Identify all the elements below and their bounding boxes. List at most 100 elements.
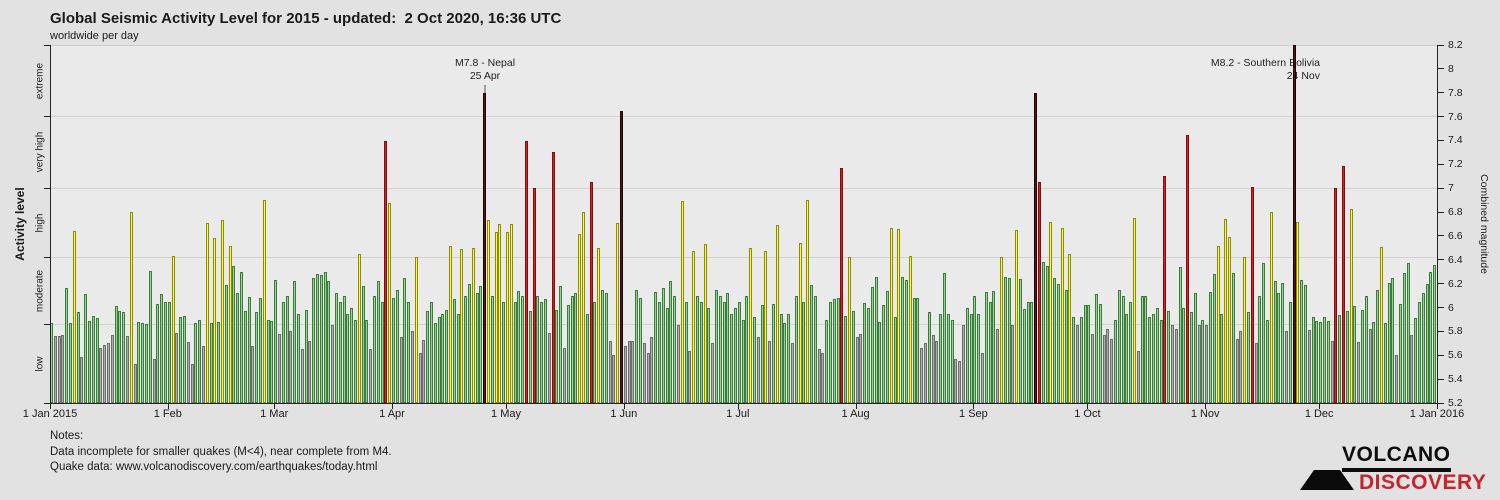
day-bar: [456, 313, 460, 403]
day-bar: [635, 289, 639, 403]
day-bar: [65, 288, 69, 403]
day-bar: [741, 319, 745, 403]
day-bar: [631, 340, 635, 403]
day-bar: [228, 245, 232, 403]
day-bar: [247, 296, 251, 403]
day-bar: [1110, 338, 1114, 403]
x-axis-month-label: 1 Jan 2015: [22, 408, 78, 420]
day-bar: [1148, 317, 1152, 403]
day-bar: [772, 304, 775, 403]
day-bar: [1129, 301, 1133, 403]
day-bar: [623, 345, 627, 403]
day-bar: [133, 363, 137, 403]
chart-subtitle: worldwide per day: [50, 30, 139, 42]
day-bar: [1254, 343, 1258, 403]
volcano-discovery-logo: VOLCANO DISCOVERY: [1300, 443, 1498, 497]
activity-level-label: extreme: [34, 62, 46, 99]
day-bar: [175, 332, 179, 403]
day-bar: [1136, 350, 1140, 403]
day-bar: [141, 323, 145, 403]
day-bar: [737, 301, 741, 403]
day-bar: [449, 245, 452, 403]
day-bar: [1041, 262, 1045, 403]
x-axis-month-label: 1 Feb: [153, 408, 182, 420]
day-bar: [544, 299, 547, 403]
day-bar: [84, 294, 88, 403]
day-bar: [399, 337, 403, 403]
day-bar: [711, 343, 715, 403]
day-bar: [1030, 301, 1034, 403]
day-bar: [680, 201, 684, 403]
day-bar: [498, 224, 502, 403]
day-bar: [540, 301, 544, 403]
annotation-nepal-line2: 25 Apr: [469, 70, 501, 82]
day-bar: [707, 307, 711, 403]
day-bar: [585, 313, 589, 403]
logo-text-discovery: DISCOVERY: [1359, 471, 1487, 494]
day-bar: [236, 293, 240, 403]
day-bar: [53, 336, 57, 403]
day-bar: [471, 247, 475, 403]
day-bar: [232, 265, 236, 403]
y-axis-right-tick: [1438, 235, 1444, 236]
day-bar: [756, 337, 760, 403]
magnitude-tick-label: 6: [1448, 301, 1454, 314]
day-bar: [844, 315, 848, 403]
day-bar: [293, 281, 297, 403]
day-bar: [525, 140, 528, 403]
day-bar: [205, 222, 209, 403]
day-bar: [1140, 295, 1144, 403]
day-bar: [259, 298, 262, 403]
day-bar: [806, 200, 810, 403]
day-bar: [365, 319, 369, 403]
x-axis-month-label: 1 Sep: [959, 408, 988, 420]
day-bar: [612, 355, 616, 403]
notes-line-data: Data incomplete for smaller quakes (M<4)…: [50, 445, 392, 458]
day-bar: [1258, 295, 1262, 403]
day-bar: [304, 309, 308, 403]
y-axis-right-tick: [1438, 116, 1444, 117]
y-axis-left-tick: [44, 324, 50, 325]
day-bar: [513, 301, 517, 403]
day-bar: [194, 323, 198, 403]
day-bar: [958, 361, 962, 403]
day-bar: [1034, 92, 1038, 403]
y-axis-right-tick: [1438, 140, 1444, 141]
day-bar: [521, 295, 525, 403]
day-bar: [1429, 271, 1433, 403]
day-bar: [962, 325, 965, 403]
x-axis-month-label: 1 Jun: [610, 408, 638, 420]
y-axis-right-tick: [1438, 68, 1444, 69]
day-bar: [1296, 221, 1300, 403]
day-bar: [848, 257, 851, 403]
day-bar: [243, 311, 247, 403]
day-bar: [1307, 330, 1311, 403]
day-bar: [703, 244, 707, 403]
magnitude-tick-label: 7.6: [1448, 110, 1463, 123]
y-axis-right-tick: [1438, 403, 1444, 404]
day-bar: [715, 289, 718, 403]
day-bar: [392, 298, 395, 403]
day-bar: [1266, 319, 1269, 403]
day-bar: [164, 301, 167, 403]
y-axis-right-tick: [1438, 355, 1444, 356]
y-axis-label-left: Activity level: [13, 187, 27, 261]
day-bar: [946, 313, 950, 403]
day-bar: [118, 311, 122, 403]
day-bar: [422, 339, 426, 403]
day-bar: [346, 313, 350, 403]
day-bar: [148, 270, 152, 403]
x-axis-tick: [855, 404, 857, 409]
y-axis-left-tick: [44, 45, 50, 46]
day-bar: [319, 275, 323, 403]
day-bar: [1247, 312, 1250, 403]
day-bar: [369, 349, 373, 403]
annotation-pointer-line: [484, 85, 486, 94]
day-bar: [1114, 319, 1117, 403]
day-bar: [274, 280, 278, 403]
day-bar: [901, 276, 905, 403]
x-axis-month-label: 1 Apr: [379, 408, 405, 420]
day-bar: [1315, 320, 1319, 403]
day-bar: [224, 284, 228, 403]
